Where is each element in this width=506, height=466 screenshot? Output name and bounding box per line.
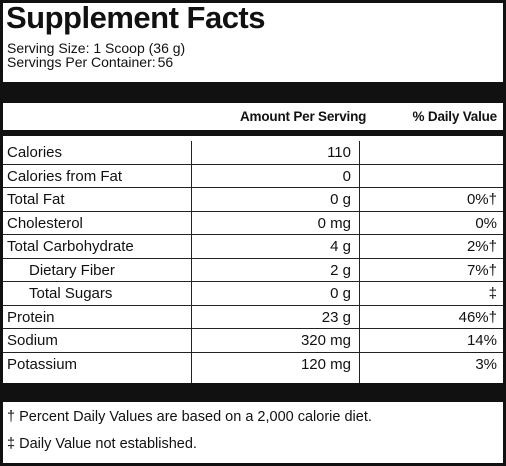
servings-per-container-value: 56 — [157, 54, 174, 70]
nutrient-daily-value: 2%† — [466, 238, 497, 255]
nutrient-label: Protein — [7, 308, 55, 326]
table-row: Protein 23 g 46%† — [3, 306, 503, 329]
amount-per-serving-header: Amount Per Serving — [240, 109, 367, 124]
nutrient-amount: 23 g — [321, 308, 351, 326]
table-row: Cholesterol 0 mg 0% — [3, 212, 503, 235]
nutrient-amount: 2 g — [330, 261, 351, 279]
table-row: Sodium 320 mg 14% — [3, 329, 503, 353]
nutrient-amount: 0 — [342, 167, 351, 185]
serving-size: Serving Size: 1 Scoop (36 g) — [7, 40, 186, 56]
nutrient-amount: 120 mg — [300, 355, 351, 373]
table-row: Total Carbohydrate 4 g 2%† — [3, 235, 503, 259]
nutrient-amount: 0 mg — [317, 214, 351, 232]
servings-per-container: Servings Per Container: 56 — [7, 55, 173, 70]
nutrient-amount: 4 g — [330, 238, 351, 255]
column-divider-daily-value — [359, 141, 360, 383]
table-row: Total Sugars 0 g ‡ — [3, 282, 503, 306]
nutrient-daily-value: ‡ — [488, 285, 497, 302]
nutrient-label: Calories — [7, 144, 63, 161]
nutrient-label: Total Carbohydrate — [7, 238, 134, 255]
servings-per-container-label: Servings Per Container: — [7, 54, 156, 70]
bottom-divider-bar — [3, 383, 503, 402]
nutrient-amount: 110 — [327, 144, 351, 161]
nutrient-table: Calories 110 Calories from Fat 0 Total F… — [3, 141, 503, 376]
panel-title: Supplement Facts — [6, 0, 266, 35]
nutrient-label: Dietary Fiber — [29, 261, 115, 279]
daily-value-header: % Daily Value — [412, 109, 498, 124]
nutrient-daily-value: 14% — [466, 332, 497, 349]
footnote-not-established: ‡ Daily Value not established. — [7, 436, 197, 452]
header-rule — [3, 130, 503, 136]
table-row: Calories 110 — [3, 141, 503, 165]
nutrient-label: Potassium — [7, 355, 78, 373]
nutrient-amount: 320 mg — [300, 332, 351, 349]
nutrient-label: Sodium — [7, 332, 58, 349]
footnote-daily-value: † Percent Daily Values are based on a 2,… — [7, 409, 372, 425]
nutrient-label: Total Fat — [7, 191, 65, 208]
nutrient-daily-value: 3% — [475, 355, 497, 373]
table-row: Total Fat 0 g 0%† — [3, 188, 503, 212]
nutrient-label: Calories from Fat — [7, 167, 123, 185]
nutrient-label: Total Sugars — [29, 285, 113, 302]
column-divider-amount — [191, 141, 192, 383]
nutrient-label: Cholesterol — [7, 214, 83, 232]
table-row: Potassium 120 mg 3% — [3, 353, 503, 377]
table-row: Dietary Fiber 2 g 7%† — [3, 259, 503, 282]
top-divider-bar — [3, 82, 503, 103]
nutrient-amount: 0 g — [330, 285, 351, 302]
nutrient-daily-value: 7%† — [466, 261, 497, 279]
nutrient-amount: 0 g — [330, 191, 351, 208]
nutrient-daily-value: 46%† — [458, 308, 497, 326]
nutrient-daily-value: 0%† — [466, 191, 497, 208]
table-row: Calories from Fat 0 — [3, 165, 503, 188]
nutrient-daily-value: 0% — [475, 214, 497, 232]
